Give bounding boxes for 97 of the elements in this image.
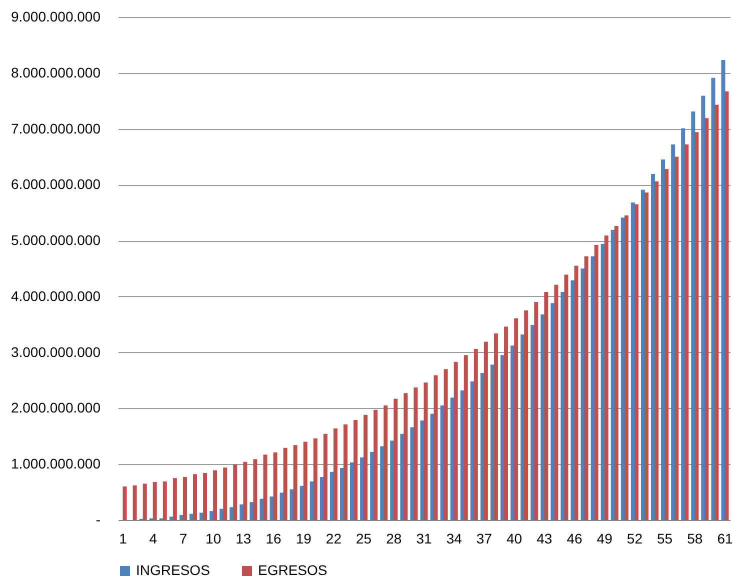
x-tick-label: 28 (386, 530, 402, 546)
x-tick-label: 46 (566, 530, 582, 546)
x-tick-label: 49 (596, 530, 613, 546)
bar (162, 481, 167, 520)
bar (283, 448, 288, 520)
bar (544, 292, 548, 520)
bar (684, 144, 689, 520)
bar (664, 169, 669, 520)
y-tick-label: 9.000.000.000 (10, 8, 101, 24)
bar (253, 459, 258, 520)
x-tick-label: 31 (416, 530, 432, 546)
bar (404, 393, 408, 520)
x-tick-label: 58 (687, 530, 703, 546)
bar (172, 478, 177, 520)
x-tick-label: 52 (626, 530, 643, 546)
y-tick-label: 8.000.000.000 (10, 64, 101, 80)
bar (333, 428, 338, 520)
bar (564, 274, 568, 520)
bar (122, 486, 127, 520)
y-tick-label: 5.000.000.000 (10, 232, 101, 248)
bar (213, 470, 218, 520)
bar (594, 245, 598, 520)
bar (414, 388, 418, 520)
y-tick-label: 4.000.000.000 (10, 288, 101, 304)
y-tick-label: 7.000.000.000 (10, 120, 101, 136)
y-tick-label: - (96, 512, 101, 528)
bar (464, 355, 468, 520)
y-tick-label: 3.000.000.000 (10, 344, 101, 360)
bar (604, 236, 608, 520)
x-tick-label: 55 (657, 530, 673, 546)
bar (524, 310, 528, 520)
bar (474, 348, 478, 520)
bar (263, 454, 268, 520)
bar (554, 284, 558, 520)
y-tick-label: 2.000.000.000 (10, 400, 101, 416)
bar (454, 362, 458, 520)
x-tick-label: 40 (506, 530, 522, 546)
bar (674, 156, 679, 520)
bar (223, 467, 228, 520)
bar (574, 266, 578, 520)
bar (714, 104, 719, 520)
x-tick-label: 22 (326, 530, 342, 546)
bar (494, 333, 498, 520)
bar (169, 516, 174, 520)
bar (243, 462, 248, 520)
bar (644, 192, 648, 520)
x-tick-label: 10 (206, 530, 222, 546)
x-tick-label: 4 (149, 530, 158, 546)
bar (484, 342, 488, 520)
x-tick-label: 61 (717, 530, 733, 546)
bar (233, 464, 238, 520)
bar (323, 434, 328, 520)
bar (624, 215, 628, 520)
bar (203, 473, 208, 520)
y-tick-label: 1.000.000.000 (10, 456, 101, 472)
bar (303, 442, 308, 520)
bar (394, 398, 398, 520)
x-tick-label: 16 (266, 530, 282, 546)
bar (584, 256, 588, 520)
bar (694, 132, 699, 520)
x-tick-label: 19 (296, 530, 312, 546)
y-tick-label: 6.000.000.000 (10, 176, 101, 192)
bar (724, 91, 729, 520)
bar (634, 204, 638, 520)
bar (374, 410, 378, 520)
legend-label: INGRESOS (136, 562, 210, 578)
bar (182, 476, 187, 520)
bar (354, 420, 358, 520)
bar (142, 484, 147, 520)
bar (514, 318, 518, 520)
x-tick-label: 37 (476, 530, 492, 546)
x-tick-label: 43 (536, 530, 552, 546)
bar (313, 438, 318, 520)
bar (200, 512, 204, 520)
x-tick-label: 34 (446, 530, 462, 546)
x-tick-label: 25 (356, 530, 372, 546)
bar (654, 181, 659, 520)
bar (132, 485, 137, 520)
bar (364, 414, 368, 520)
x-tick-label: 7 (179, 530, 188, 546)
legend-label: EGRESOS (258, 562, 328, 578)
bar (424, 382, 428, 520)
bar (444, 369, 448, 520)
bar (193, 474, 197, 520)
bar (504, 326, 508, 520)
bar (614, 226, 618, 520)
bar (704, 118, 709, 520)
x-tick-label: 1 (119, 530, 128, 546)
bar (343, 424, 348, 520)
bar (152, 482, 157, 520)
bar (273, 452, 278, 520)
x-tick-label: 13 (236, 530, 252, 546)
bar (293, 445, 298, 520)
bar (420, 420, 424, 520)
bar (534, 302, 538, 520)
bar (434, 375, 438, 520)
bar (384, 405, 388, 520)
